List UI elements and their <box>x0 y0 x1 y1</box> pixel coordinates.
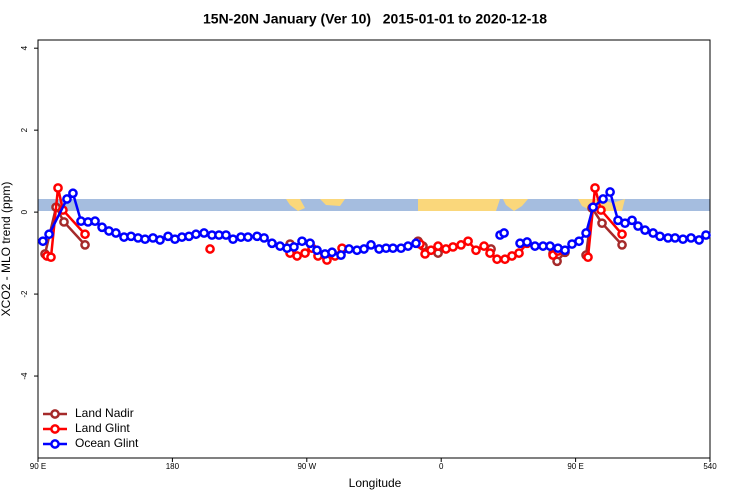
point <box>583 252 593 263</box>
legend-marker <box>50 409 60 419</box>
y-axis-label: XCO2 - MLO trend (ppm) <box>0 182 13 317</box>
point <box>522 237 532 247</box>
point <box>590 183 600 193</box>
point <box>514 248 524 258</box>
point <box>327 247 337 258</box>
point <box>617 229 627 240</box>
point <box>686 233 696 243</box>
x-tick-label: 90 W <box>297 462 316 471</box>
point <box>292 251 302 261</box>
point <box>492 254 502 265</box>
map-band <box>38 199 710 211</box>
chart-title: 15N-20N January (Ver 10) 2015-01-01 to 2… <box>203 11 547 27</box>
point <box>38 236 48 247</box>
point <box>640 225 650 235</box>
legend-marker <box>50 439 60 449</box>
point <box>627 215 637 226</box>
point <box>267 238 277 249</box>
point <box>90 216 100 226</box>
point <box>191 229 201 240</box>
point <box>80 240 90 250</box>
x-tick-label: 540 <box>703 462 717 471</box>
y-tick-label: 4 <box>20 45 29 50</box>
point <box>305 238 315 249</box>
point <box>596 205 606 215</box>
legend-label: Land Glint <box>75 421 130 435</box>
point <box>545 241 555 251</box>
point <box>259 233 269 243</box>
point <box>701 230 711 240</box>
point <box>312 245 322 256</box>
point <box>499 228 509 238</box>
y-tick-label: -4 <box>20 372 29 380</box>
y-tick-label: 0 <box>20 209 29 214</box>
point <box>633 221 643 231</box>
point <box>199 228 209 238</box>
point <box>68 188 78 199</box>
point <box>617 240 627 250</box>
point <box>221 230 231 240</box>
plot-frame <box>37 39 711 459</box>
y-tick-label: 2 <box>20 127 29 132</box>
x-tick-label: 90 E <box>30 462 46 471</box>
point <box>228 234 238 245</box>
point <box>456 240 466 250</box>
point <box>485 248 495 258</box>
point <box>597 218 607 229</box>
point <box>581 228 591 238</box>
point <box>388 243 398 254</box>
point <box>205 244 215 254</box>
point <box>471 245 481 256</box>
legend-label: Land Nadir <box>75 406 134 420</box>
point <box>433 241 443 251</box>
point <box>140 234 150 245</box>
land-shapes <box>286 199 625 211</box>
point <box>53 183 63 193</box>
point <box>366 240 376 250</box>
point <box>344 244 354 254</box>
point <box>426 245 436 256</box>
point <box>359 244 369 254</box>
point <box>588 202 598 213</box>
point <box>62 194 72 204</box>
point <box>694 235 704 245</box>
point <box>574 236 584 247</box>
point <box>46 252 56 263</box>
point <box>111 228 121 238</box>
point <box>243 232 253 242</box>
y-tick-label: -2 <box>20 290 29 298</box>
point <box>530 241 540 251</box>
point <box>560 245 570 256</box>
point <box>80 229 90 240</box>
x-tick-label: 0 <box>439 462 444 471</box>
point <box>97 222 107 233</box>
point <box>59 217 69 227</box>
point <box>297 236 307 247</box>
point <box>598 194 608 204</box>
ocean-band <box>38 199 710 211</box>
point <box>411 238 421 249</box>
point <box>289 242 299 252</box>
point <box>605 187 615 197</box>
point <box>670 233 680 243</box>
point <box>463 236 473 247</box>
point <box>479 241 489 251</box>
legend-marker <box>50 424 60 434</box>
point <box>678 234 688 245</box>
point <box>44 229 54 240</box>
point <box>403 241 413 251</box>
point <box>655 231 665 242</box>
x-tick-label: 90 E <box>567 462 583 471</box>
point <box>300 248 310 258</box>
legend-label: Ocean Glint <box>75 436 139 450</box>
point <box>155 235 165 245</box>
x-axis-label: Longitude <box>349 476 402 490</box>
point <box>336 250 346 260</box>
x-tick-label: 180 <box>166 462 180 471</box>
point <box>448 242 458 252</box>
